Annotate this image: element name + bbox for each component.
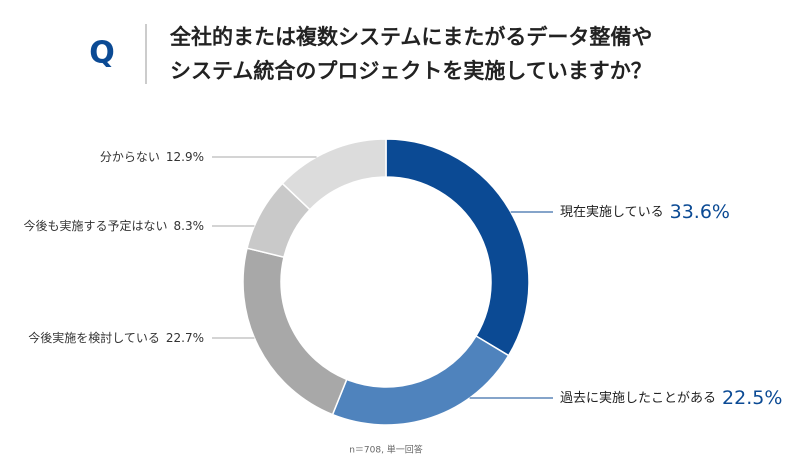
category-label: 現在実施している [560,204,664,220]
category-label: 分からない [100,150,160,164]
question-badge: Q [89,36,115,71]
value-label: 33.6% [670,201,730,223]
category-label: 今後も実施する予定はない [23,218,167,233]
donut-slice [385,138,530,357]
value-label: 22.5% [722,387,782,409]
value-label: 8.3% [174,219,205,233]
slice-label: 過去に実施したことがある 22.5% [560,387,782,409]
title-line: 全社的または複数システムにまたがるデータ整備や [169,25,652,49]
value-label: 22.7% [166,331,204,345]
slice-label: 今後も実施する予定はない 8.3% [23,218,204,233]
value-label: 12.9% [166,150,204,164]
donut-slice [242,247,348,416]
note: n＝708, 単一回答 [349,444,423,456]
donut-slice [281,138,387,211]
donut-slice [331,334,510,426]
slice-label: 今後実施を検討している 22.7% [28,330,204,345]
category-label: 今後実施を検討している [28,330,160,345]
slice-label: 分からない 12.9% [100,150,204,164]
category-label: 過去に実施したことがある [560,390,716,406]
slice-label: 現在実施している 33.6% [560,201,730,223]
title-line: システム統合のプロジェクトを実施していますか？ [170,59,652,83]
